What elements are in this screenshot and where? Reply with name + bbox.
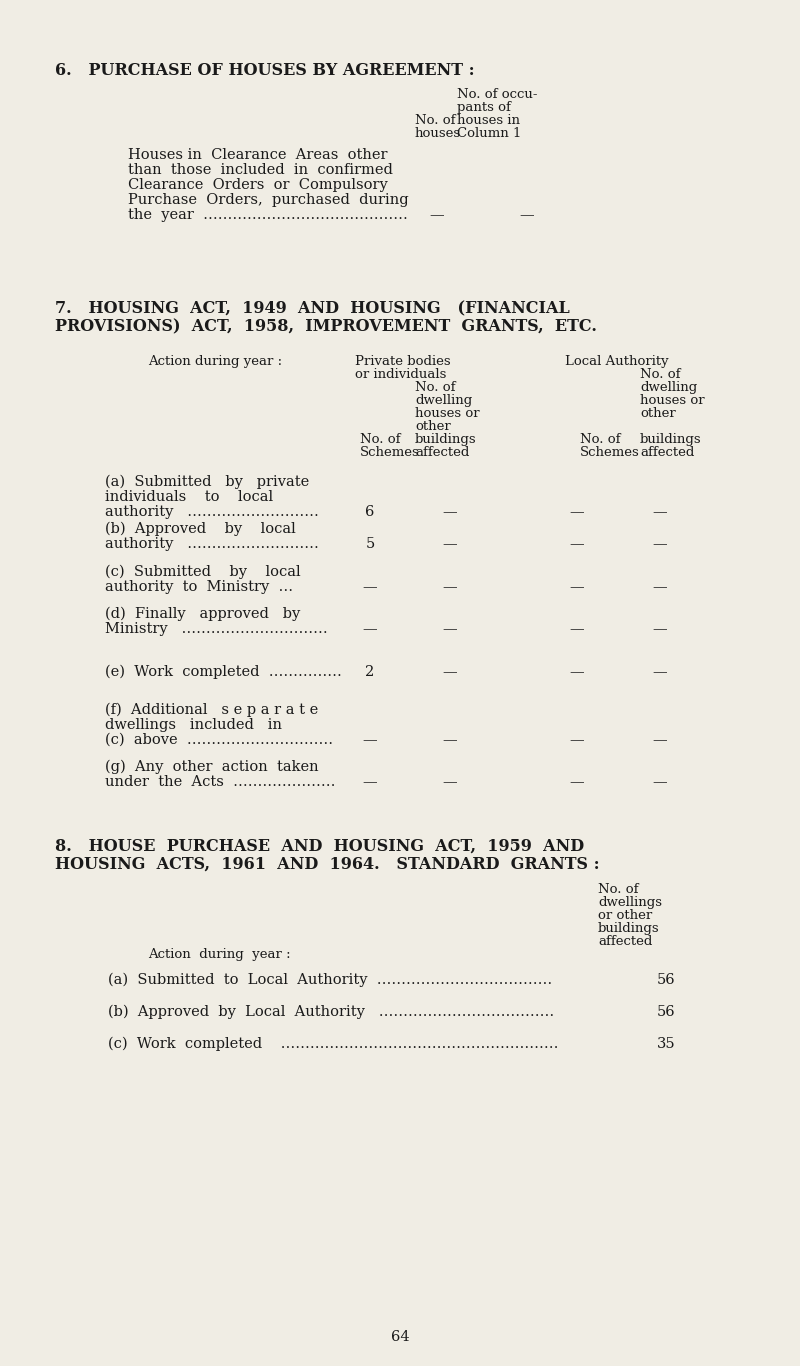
Text: dwellings: dwellings (598, 896, 662, 908)
Text: 7.   HOUSING  ACT,  1949  AND  HOUSING   (FINANCIAL: 7. HOUSING ACT, 1949 AND HOUSING (FINANC… (55, 301, 570, 317)
Text: Local Authority: Local Authority (565, 355, 669, 367)
Text: —: — (570, 505, 584, 519)
Text: —: — (570, 581, 584, 594)
Text: —: — (442, 665, 458, 679)
Text: authority   ………………………: authority ……………………… (105, 537, 319, 550)
Text: Action  during  year :: Action during year : (148, 948, 290, 962)
Text: buildings: buildings (415, 433, 477, 447)
Text: (b)  Approved  by  Local  Authority   ………………………………: (b) Approved by Local Authority ……………………… (108, 1005, 554, 1019)
Text: houses in: houses in (457, 113, 520, 127)
Text: —: — (570, 622, 584, 637)
Text: affected: affected (598, 934, 652, 948)
Text: —: — (653, 622, 667, 637)
Text: —: — (653, 505, 667, 519)
Text: —: — (430, 208, 444, 223)
Text: or other: or other (598, 908, 652, 922)
Text: —: — (570, 734, 584, 747)
Text: dwelling: dwelling (640, 381, 698, 393)
Text: under  the  Acts  …………………: under the Acts ………………… (105, 775, 335, 790)
Text: 56: 56 (657, 973, 675, 988)
Text: affected: affected (640, 447, 694, 459)
Text: pants of: pants of (457, 101, 511, 113)
Text: No. of: No. of (580, 433, 621, 447)
Text: or individuals: or individuals (355, 367, 446, 381)
Text: authority  to  Ministry  …: authority to Ministry … (105, 581, 293, 594)
Text: Houses in  Clearance  Areas  other: Houses in Clearance Areas other (128, 148, 387, 163)
Text: Purchase  Orders,  purchased  during: Purchase Orders, purchased during (128, 193, 409, 208)
Text: 2: 2 (366, 665, 374, 679)
Text: —: — (362, 581, 378, 594)
Text: affected: affected (415, 447, 470, 459)
Text: No. of occu-: No. of occu- (457, 87, 538, 101)
Text: authority   ………………………: authority ……………………… (105, 505, 319, 519)
Text: —: — (442, 775, 458, 790)
Text: —: — (570, 537, 584, 550)
Text: —: — (442, 581, 458, 594)
Text: —: — (442, 505, 458, 519)
Text: houses or: houses or (415, 407, 480, 419)
Text: (g)  Any  other  action  taken: (g) Any other action taken (105, 759, 318, 775)
Text: —: — (653, 665, 667, 679)
Text: —: — (570, 665, 584, 679)
Text: —: — (653, 537, 667, 550)
Text: (c)  Submitted    by    local: (c) Submitted by local (105, 566, 301, 579)
Text: 56: 56 (657, 1005, 675, 1019)
Text: No. of: No. of (640, 367, 681, 381)
Text: Clearance  Orders  or  Compulsory: Clearance Orders or Compulsory (128, 178, 388, 193)
Text: (f)  Additional   s e p a r a t e: (f) Additional s e p a r a t e (105, 703, 318, 717)
Text: (d)  Finally   approved   by: (d) Finally approved by (105, 607, 300, 622)
Text: Schemes: Schemes (580, 447, 640, 459)
Text: Action during year :: Action during year : (148, 355, 282, 367)
Text: houses or: houses or (640, 393, 705, 407)
Text: buildings: buildings (598, 922, 660, 934)
Text: dwelling: dwelling (415, 393, 472, 407)
Text: —: — (362, 775, 378, 790)
Text: —: — (362, 734, 378, 747)
Text: (b)  Approved    by    local: (b) Approved by local (105, 522, 296, 537)
Text: individuals    to    local: individuals to local (105, 490, 273, 504)
Text: (c)  Work  completed    …………………………………………………: (c) Work completed ………………………………………………… (108, 1037, 558, 1052)
Text: No. of: No. of (360, 433, 401, 447)
Text: 6: 6 (366, 505, 374, 519)
Text: than  those  included  in  confirmed: than those included in confirmed (128, 163, 393, 178)
Text: —: — (653, 734, 667, 747)
Text: —: — (653, 581, 667, 594)
Text: No. of: No. of (598, 882, 638, 896)
Text: —: — (570, 775, 584, 790)
Text: 8.   HOUSE  PURCHASE  AND  HOUSING  ACT,  1959  AND: 8. HOUSE PURCHASE AND HOUSING ACT, 1959 … (55, 837, 584, 855)
Text: No. of: No. of (415, 113, 455, 127)
Text: 64: 64 (390, 1330, 410, 1344)
Text: 35: 35 (657, 1037, 675, 1050)
Text: —: — (442, 622, 458, 637)
Text: —: — (653, 775, 667, 790)
Text: —: — (520, 208, 534, 223)
Text: (a)  Submitted  to  Local  Authority  ………………………………: (a) Submitted to Local Authority …………………… (108, 973, 552, 988)
Text: HOUSING  ACTS,  1961  AND  1964.   STANDARD  GRANTS :: HOUSING ACTS, 1961 AND 1964. STANDARD GR… (55, 856, 600, 873)
Text: (e)  Work  completed  ……………: (e) Work completed …………… (105, 665, 342, 679)
Text: —: — (362, 622, 378, 637)
Text: 6.   PURCHASE OF HOUSES BY AGREEMENT :: 6. PURCHASE OF HOUSES BY AGREEMENT : (55, 61, 474, 79)
Text: the  year  ……………………………………: the year …………………………………… (128, 208, 408, 223)
Text: No. of: No. of (415, 381, 455, 393)
Text: (a)  Submitted   by   private: (a) Submitted by private (105, 475, 310, 489)
Text: dwellings   included   in: dwellings included in (105, 719, 282, 732)
Text: buildings: buildings (640, 433, 702, 447)
Text: Private bodies: Private bodies (355, 355, 450, 367)
Text: other: other (640, 407, 676, 419)
Text: —: — (442, 537, 458, 550)
Text: houses: houses (415, 127, 461, 139)
Text: (c)  above  …………………………: (c) above ………………………… (105, 734, 333, 747)
Text: Column 1: Column 1 (457, 127, 522, 139)
Text: other: other (415, 419, 450, 433)
Text: Schemes: Schemes (360, 447, 420, 459)
Text: —: — (442, 734, 458, 747)
Text: 5: 5 (366, 537, 374, 550)
Text: PROVISIONS)  ACT,  1958,  IMPROVEMENT  GRANTS,  ETC.: PROVISIONS) ACT, 1958, IMPROVEMENT GRANT… (55, 318, 597, 335)
Text: Ministry   …………………………: Ministry ………………………… (105, 622, 328, 637)
